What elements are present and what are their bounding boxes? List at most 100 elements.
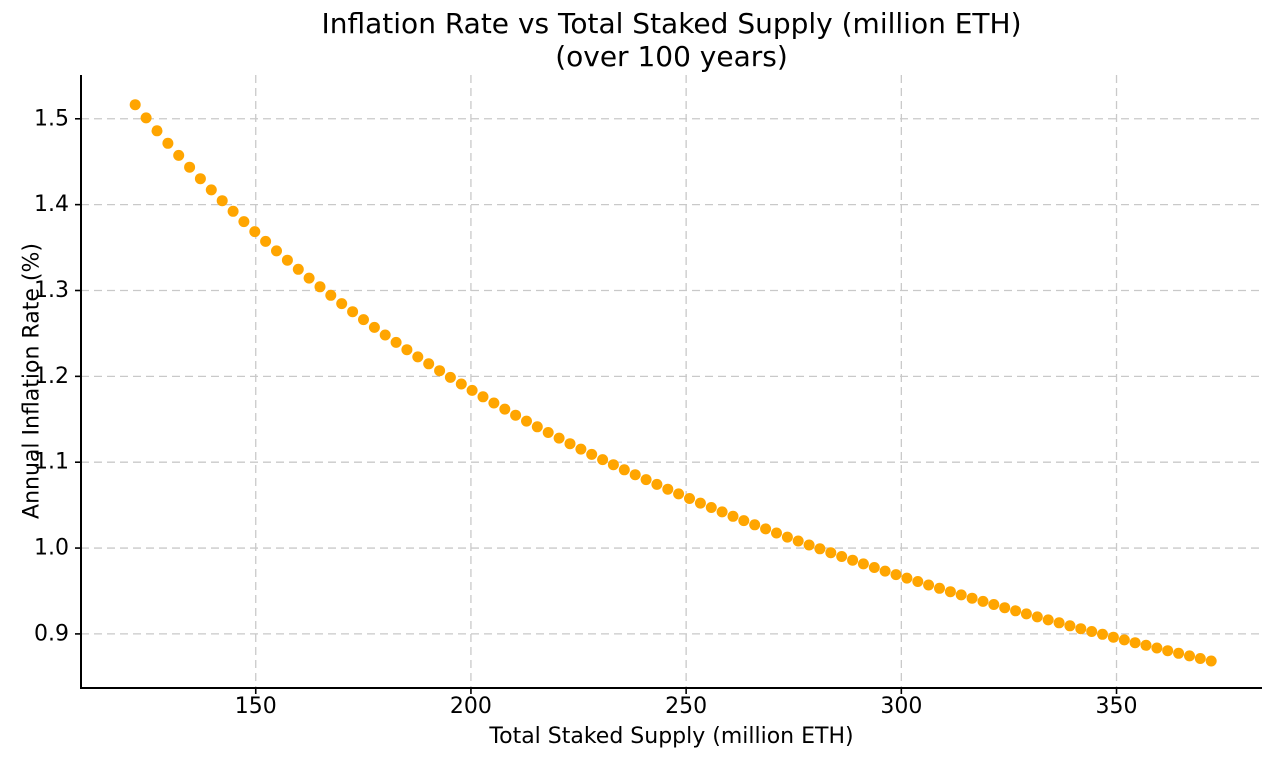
data-point	[336, 298, 348, 310]
data-point	[988, 599, 1000, 610]
data-point	[379, 329, 391, 341]
data-point	[390, 336, 402, 348]
data-point	[738, 515, 750, 527]
data-point	[836, 551, 848, 562]
data-point	[1086, 626, 1098, 637]
data-point	[792, 535, 804, 547]
data-point	[444, 371, 456, 383]
data-point	[1042, 614, 1054, 626]
data-point	[955, 589, 967, 601]
data-point	[1020, 608, 1032, 620]
data-point	[912, 576, 924, 587]
data-point	[727, 510, 739, 522]
data-point	[368, 321, 380, 333]
data-point	[281, 254, 293, 266]
data-point	[629, 469, 641, 481]
chart-title-line1: Inflation Rate vs Total Staked Supply (m…	[321, 7, 1022, 40]
data-point	[662, 483, 674, 495]
x-axis-label: Total Staked Supply (million ETH)	[489, 724, 854, 749]
data-point	[651, 478, 663, 490]
data-point	[510, 409, 522, 421]
data-point	[499, 403, 511, 415]
data-point	[890, 569, 902, 581]
data-point	[673, 488, 685, 500]
data-point	[358, 314, 369, 326]
x-tick-label: 250	[665, 694, 707, 719]
data-point	[314, 281, 326, 293]
data-point	[1097, 628, 1108, 640]
data-point	[173, 149, 185, 161]
data-point	[760, 523, 772, 535]
y-axis-label: Annual Inflation Rate (%)	[19, 243, 45, 519]
data-point	[455, 378, 467, 390]
data-point	[694, 497, 706, 509]
data-point	[194, 173, 206, 185]
data-point	[1064, 620, 1076, 632]
y-tick-label: 1.0	[34, 536, 69, 561]
data-point	[412, 351, 424, 363]
data-point	[1075, 623, 1087, 635]
data-point	[934, 582, 945, 594]
data-point	[618, 464, 630, 476]
data-point	[325, 289, 337, 301]
data-point	[129, 99, 141, 111]
y-tick-label: 1.5	[34, 106, 69, 131]
data-point	[238, 216, 250, 228]
data-point	[488, 397, 500, 409]
data-point	[597, 454, 609, 466]
data-point	[249, 226, 261, 238]
data-point	[847, 554, 859, 566]
data-point	[781, 531, 793, 543]
data-point	[140, 112, 152, 124]
data-point	[303, 272, 315, 284]
data-point	[825, 547, 837, 559]
y-tick-label: 1.4	[34, 192, 69, 217]
data-point	[879, 565, 891, 577]
data-point	[1205, 655, 1217, 667]
data-point	[684, 493, 695, 504]
data-point	[1151, 642, 1163, 654]
x-tick-label: 200	[450, 694, 492, 719]
data-point	[292, 263, 304, 275]
data-point	[521, 415, 532, 427]
data-point	[1010, 605, 1022, 617]
data-point	[977, 595, 989, 607]
data-point	[901, 572, 913, 584]
data-point	[999, 602, 1011, 614]
data-point	[857, 558, 869, 570]
x-tick-label: 300	[880, 694, 922, 719]
data-point	[1053, 617, 1065, 629]
data-point	[347, 306, 359, 318]
data-point	[1173, 647, 1185, 659]
data-point	[401, 344, 413, 356]
data-point	[216, 195, 228, 207]
data-point	[205, 184, 217, 196]
y-tick-label: 1.1	[34, 450, 69, 475]
y-tick-label: 1.3	[34, 278, 69, 303]
x-tick-label: 350	[1096, 694, 1138, 719]
data-point	[434, 365, 446, 377]
y-tick-label: 1.2	[34, 364, 69, 389]
x-tick-label: 150	[235, 694, 277, 719]
data-point	[1129, 637, 1141, 649]
data-point	[607, 459, 619, 471]
data-point	[542, 427, 554, 438]
data-point	[749, 519, 761, 531]
data-point	[640, 474, 652, 486]
data-point	[1194, 653, 1206, 664]
data-point	[271, 245, 282, 257]
data-point	[716, 506, 728, 518]
data-point	[966, 592, 978, 604]
data-point	[227, 205, 239, 217]
data-point	[184, 161, 196, 173]
data-point	[477, 391, 489, 403]
data-point	[553, 432, 565, 444]
data-point	[923, 579, 935, 591]
data-point	[586, 448, 598, 460]
data-point	[151, 125, 163, 137]
data-point	[1162, 645, 1174, 657]
data-point	[803, 539, 815, 551]
data-point	[423, 358, 435, 370]
